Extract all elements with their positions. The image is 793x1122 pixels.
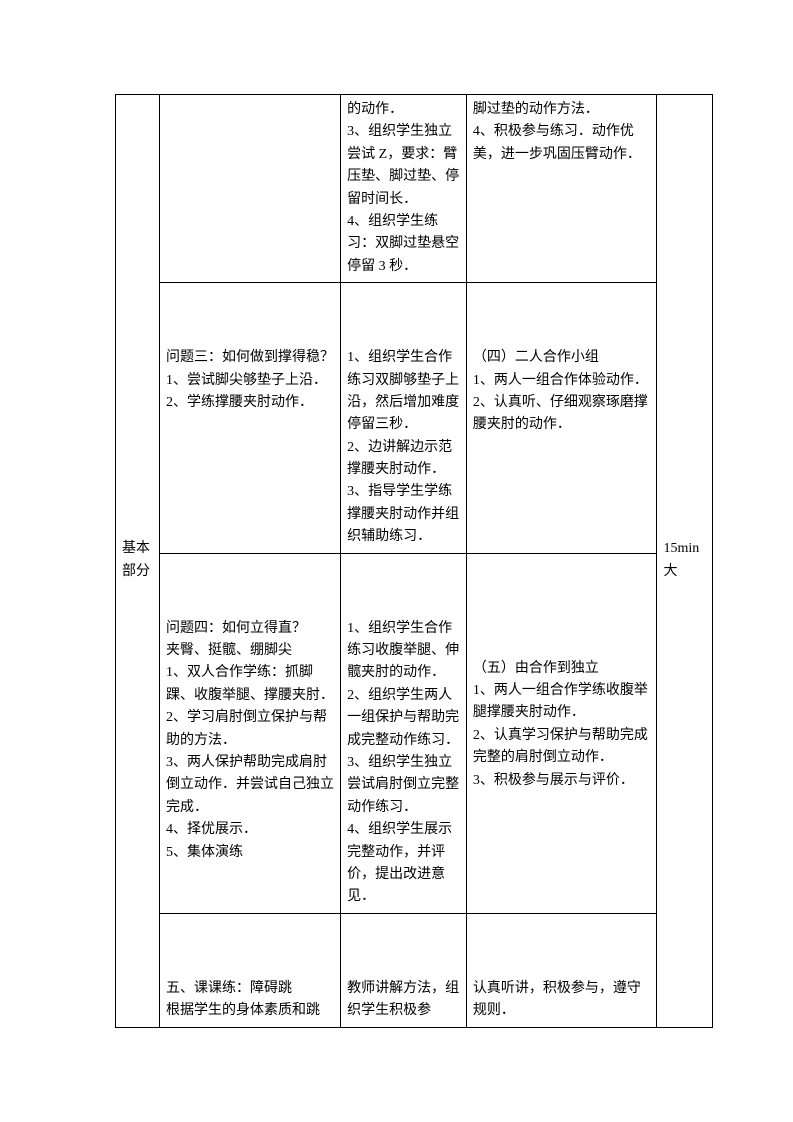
content-cell: 1、组织学生合作练习双脚够垫子上沿，然后增加难度停留三秒． 2、边讲解边示范撑腰… <box>341 283 467 554</box>
cell-text: 1、组织学生合作练习收腹举腿、伸髋夹肘的动作． 2、组织学生两人一组保护与帮助完… <box>347 618 460 909</box>
table-row: 问题四：如何立得直？ 夹臀、挺髋、绷脚尖 1、双人合作学练：抓脚踝、收腹举腿、撑… <box>116 553 713 913</box>
cell-text: 的动作． 3、组织学生独立尝试 Z，要求：臂压垫、脚过垫、停留时间长． 4、组织… <box>347 99 460 278</box>
lesson-plan-table: 基本部分 的动作． 3、组织学生独立尝试 Z，要求：臂压垫、脚过垫、停留时间长．… <box>115 94 713 1028</box>
page-container: 基本部分 的动作． 3、组织学生独立尝试 Z，要求：臂压垫、脚过垫、停留时间长．… <box>0 0 793 1118</box>
content-cell: （五）由合作到独立 1、两人一组合作学练收腹举腿撑腰夹肘动作． 2、认真学习保护… <box>466 553 657 913</box>
content-cell: 五、课课练：障碍跳 根据学生的身体素质和跳 <box>159 913 340 1027</box>
cell-text: 五、课课练：障碍跳 根据学生的身体素质和跳 <box>166 978 334 1023</box>
content-cell: 1、组织学生合作练习收腹举腿、伸髋夹肘的动作． 2、组织学生两人一组保护与帮助完… <box>341 553 467 913</box>
content-cell <box>159 95 340 283</box>
content-cell: 问题四：如何立得直？ 夹臀、挺髋、绷脚尖 1、双人合作学练：抓脚踝、收腹举腿、撑… <box>159 553 340 913</box>
cell-text: 1、组织学生合作练习双脚够垫子上沿，然后增加难度停留三秒． 2、边讲解边示范撑腰… <box>347 347 460 549</box>
section-label: 基本部分 <box>122 538 153 583</box>
cell-text: 问题三：如何做到撑得稳？ 1、尝试脚尖够垫子上沿． 2、学练撑腰夹肘动作． <box>166 347 334 414</box>
cell-text: 教师讲解方法，组织学生积极参 <box>347 978 460 1023</box>
time-text: 15min 大 <box>663 538 706 583</box>
section-label-cell: 基本部分 <box>116 95 160 1028</box>
time-cell: 15min 大 <box>657 95 713 1028</box>
content-cell: （四）二人合作小组 1、两人一组合作体验动作． 2、认真听、仔细观察琢磨撑腰夹肘… <box>466 283 657 554</box>
cell-text: （四）二人合作小组 1、两人一组合作体验动作． 2、认真听、仔细观察琢磨撑腰夹肘… <box>473 347 651 437</box>
cell-text: 认真听讲，积极参与，遵守规则． <box>473 978 651 1023</box>
table-row: 五、课课练：障碍跳 根据学生的身体素质和跳 教师讲解方法，组织学生积极参 认真听… <box>116 913 713 1027</box>
content-cell: 问题三：如何做到撑得稳？ 1、尝试脚尖够垫子上沿． 2、学练撑腰夹肘动作． <box>159 283 340 554</box>
content-cell: 认真听讲，积极参与，遵守规则． <box>466 913 657 1027</box>
content-cell: 的动作． 3、组织学生独立尝试 Z，要求：臂压垫、脚过垫、停留时间长． 4、组织… <box>341 95 467 283</box>
cell-text: 脚过垫的动作方法． 4、积极参与练习．动作优美，进一步巩固压臂动作． <box>473 99 651 166</box>
table-row: 问题三：如何做到撑得稳？ 1、尝试脚尖够垫子上沿． 2、学练撑腰夹肘动作． 1、… <box>116 283 713 554</box>
table-row: 基本部分 的动作． 3、组织学生独立尝试 Z，要求：臂压垫、脚过垫、停留时间长．… <box>116 95 713 283</box>
cell-text: （五）由合作到独立 1、两人一组合作学练收腹举腿撑腰夹肘动作． 2、认真学习保护… <box>473 658 651 792</box>
content-cell: 教师讲解方法，组织学生积极参 <box>341 913 467 1027</box>
cell-text: 问题四：如何立得直？ 夹臀、挺髋、绷脚尖 1、双人合作学练：抓脚踝、收腹举腿、撑… <box>166 618 334 864</box>
content-cell: 脚过垫的动作方法． 4、积极参与练习．动作优美，进一步巩固压臂动作． <box>466 95 657 283</box>
